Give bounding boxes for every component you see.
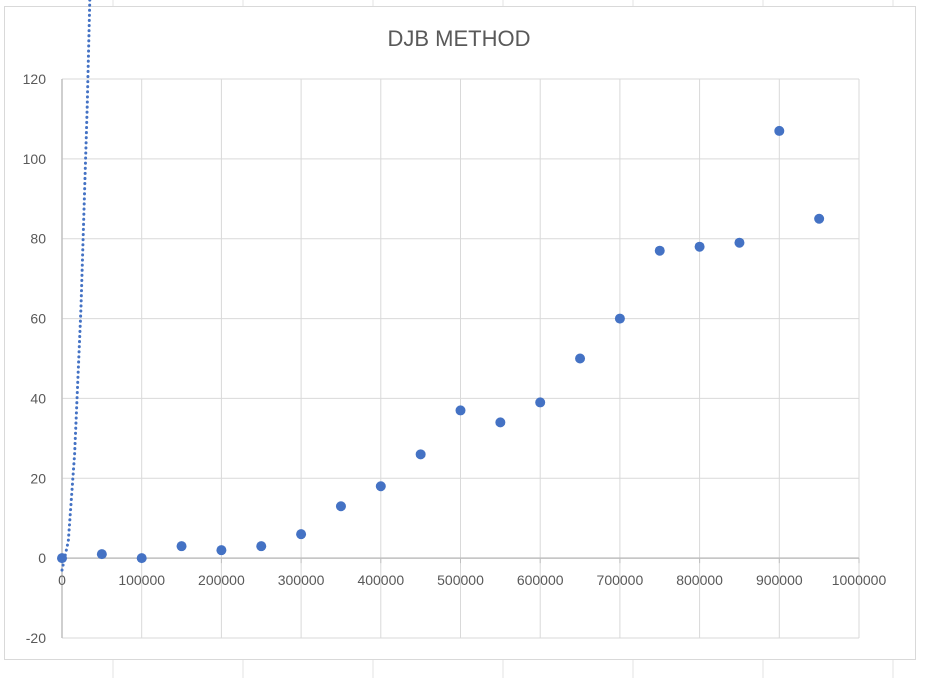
data-point xyxy=(694,241,705,252)
data-point xyxy=(375,481,386,492)
y-tick-label: 40 xyxy=(30,390,46,406)
data-point xyxy=(575,353,586,364)
data-point xyxy=(57,553,67,564)
chart-title: DJB METHOD xyxy=(388,26,531,51)
tick-labels: 0 100000 200000 300000 400000 500000 600000 700… xyxy=(23,71,887,646)
y-tick-label: 20 xyxy=(30,470,46,486)
axes xyxy=(61,79,860,638)
y-tick-label: 80 xyxy=(30,231,46,247)
x-tick-label: 700000 xyxy=(597,572,644,588)
x-tick-label: 600000 xyxy=(517,572,564,588)
data-point xyxy=(96,549,107,560)
data-point xyxy=(654,245,665,256)
data-point xyxy=(734,237,745,248)
x-tick-label: 500000 xyxy=(437,572,484,588)
x-tick-label: 900000 xyxy=(756,572,803,588)
trendline-layer xyxy=(60,0,92,572)
data-point xyxy=(614,313,625,324)
data-point xyxy=(415,449,426,460)
y-tick-label: 0 xyxy=(38,550,46,566)
data-point xyxy=(495,417,506,428)
data-point xyxy=(535,397,546,408)
data-points xyxy=(57,125,825,564)
data-point xyxy=(136,553,147,564)
x-tick-label: 300000 xyxy=(278,572,325,588)
data-point xyxy=(455,405,466,416)
x-tick-label: 400000 xyxy=(357,572,404,588)
data-point xyxy=(296,529,307,540)
y-tick-label: 60 xyxy=(30,311,46,327)
x-tick-label: 100000 xyxy=(118,572,165,588)
data-point xyxy=(216,545,227,556)
plot-gridlines xyxy=(61,78,860,639)
data-point xyxy=(774,125,785,136)
data-point xyxy=(256,541,267,552)
x-tick-label: 800000 xyxy=(676,572,723,588)
data-point xyxy=(814,213,825,224)
x-tick-label: 1000000 xyxy=(832,572,887,588)
x-tick-label: 200000 xyxy=(198,572,245,588)
y-tick-label: -20 xyxy=(26,630,46,646)
data-point xyxy=(176,541,187,552)
data-point xyxy=(335,501,346,512)
y-tick-label: 100 xyxy=(23,151,47,167)
trendline xyxy=(60,0,92,572)
y-tick-label: 120 xyxy=(23,71,47,87)
x-tick-label: 0 xyxy=(58,572,66,588)
